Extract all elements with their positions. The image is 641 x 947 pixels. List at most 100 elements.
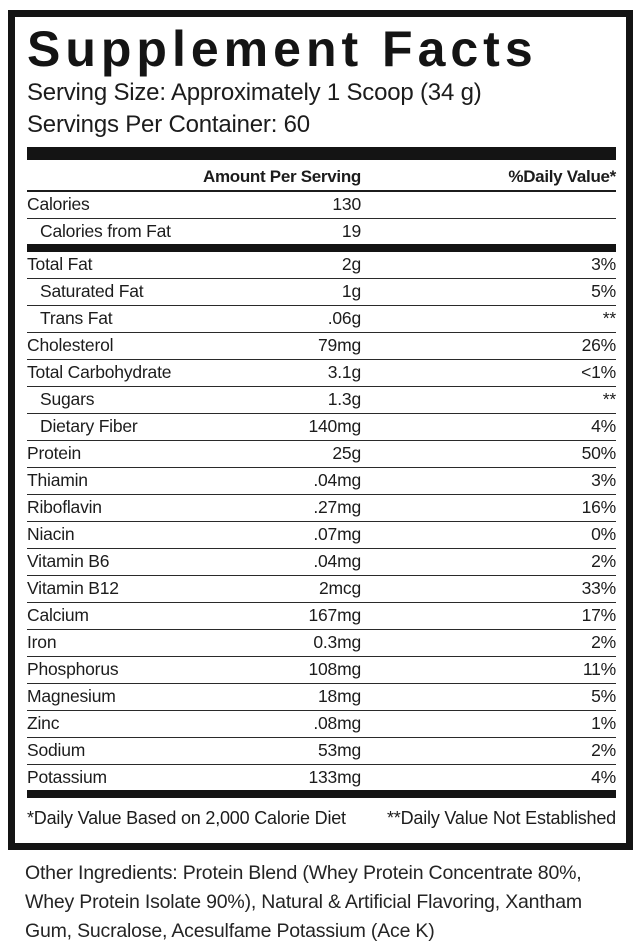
nutrient-name: Calcium bbox=[27, 605, 89, 626]
footnote-row: *Daily Value Based on 2,000 Calorie Diet… bbox=[27, 798, 616, 835]
nutrient-amount: 108mg bbox=[308, 659, 361, 680]
nutrient-daily-value: 4% bbox=[591, 766, 616, 787]
nutrient-amount: .06g bbox=[327, 308, 361, 329]
nutrient-daily-value: 1% bbox=[591, 713, 616, 734]
nutrient-name: Sugars bbox=[40, 389, 95, 410]
nutrient-name: Vitamin B12 bbox=[27, 578, 119, 599]
nutrient-amount: 53mg bbox=[318, 740, 361, 761]
nutrient-row: Niacin .07mg 0% bbox=[27, 522, 616, 549]
nutrient-name: Calories from Fat bbox=[40, 220, 171, 241]
nutrient-amount: 167mg bbox=[308, 605, 361, 626]
nutrient-amount: 133mg bbox=[308, 766, 361, 787]
nutrient-daily-value: 16% bbox=[581, 497, 617, 518]
daily-value-header: %Daily Value* bbox=[508, 166, 616, 186]
nutrient-name: Iron bbox=[27, 632, 57, 653]
footnote-daily-value: *Daily Value Based on 2,000 Calorie Diet bbox=[27, 807, 346, 828]
nutrient-name: Thiamin bbox=[27, 470, 88, 491]
serving-size-text: Serving Size: Approximately 1 Scoop (34 … bbox=[27, 79, 482, 106]
nutrient-name: Calories bbox=[27, 194, 90, 215]
divider-thick-top bbox=[27, 146, 616, 160]
footnote-not-established: **Daily Value Not Established bbox=[387, 807, 616, 828]
nutrient-name: Phosphorus bbox=[27, 659, 119, 680]
servings-per-container-text: Servings Per Container: 60 bbox=[27, 111, 310, 139]
nutrient-daily-value: 26% bbox=[581, 335, 617, 356]
nutrient-amount: 0.3mg bbox=[313, 632, 361, 653]
nutrient-name: Vitamin B6 bbox=[27, 551, 110, 572]
nutrient-amount: 25g bbox=[332, 443, 361, 464]
nutrient-row: Calories 130 bbox=[27, 192, 616, 219]
nutrient-name: Cholesterol bbox=[27, 335, 114, 356]
nutrient-row: Trans Fat .06g ** bbox=[27, 306, 616, 333]
nutrient-row: Vitamin B6 .04mg 2% bbox=[27, 549, 616, 576]
nutrient-amount: 130 bbox=[332, 194, 361, 215]
nutrient-row: Total Fat 2g 3% bbox=[27, 252, 616, 279]
nutrient-rows: Calories 130 Calories from Fat 19 Total … bbox=[27, 192, 616, 798]
nutrient-name: Protein bbox=[27, 443, 82, 464]
nutrient-amount: 1g bbox=[341, 281, 361, 302]
nutrient-row: Protein 25g 50% bbox=[27, 441, 616, 468]
supplement-facts-panel: Supplement Facts Serving Size: Approxima… bbox=[8, 10, 633, 850]
nutrient-daily-value: 33% bbox=[581, 578, 617, 599]
nutrient-daily-value: 50% bbox=[581, 443, 617, 464]
nutrient-daily-value: 3% bbox=[591, 470, 616, 491]
nutrient-daily-value: ** bbox=[602, 308, 616, 329]
nutrient-amount: 140mg bbox=[308, 416, 361, 437]
nutrient-row: Total Carbohydrate 3.1g <1% bbox=[27, 360, 616, 387]
nutrient-row: Vitamin B12 2mcg 33% bbox=[27, 576, 616, 603]
nutrient-name: Zinc bbox=[27, 713, 60, 734]
column-header-row: Amount Per Serving %Daily Value* bbox=[27, 163, 616, 192]
nutrient-amount: 79mg bbox=[318, 335, 361, 356]
nutrient-name: Saturated Fat bbox=[40, 281, 144, 302]
nutrient-row: Dietary Fiber 140mg 4% bbox=[27, 414, 616, 441]
nutrient-daily-value: 11% bbox=[582, 659, 616, 680]
amount-per-serving-header: Amount Per Serving bbox=[202, 166, 361, 186]
nutrient-amount: .08mg bbox=[313, 713, 361, 734]
nutrient-row: Magnesium 18mg 5% bbox=[27, 684, 616, 711]
nutrient-amount: .04mg bbox=[313, 470, 361, 491]
nutrient-daily-value: 3% bbox=[591, 254, 616, 275]
nutrient-amount: .04mg bbox=[313, 551, 361, 572]
nutrient-row: Cholesterol 79mg 26% bbox=[27, 333, 616, 360]
nutrient-amount: 3.1g bbox=[327, 362, 361, 383]
nutrient-amount: 2mcg bbox=[319, 578, 361, 599]
nutrient-row: Zinc .08mg 1% bbox=[27, 711, 616, 738]
nutrient-name: Sodium bbox=[27, 740, 86, 761]
nutrient-amount: 19 bbox=[341, 220, 361, 241]
nutrient-name: Dietary Fiber bbox=[40, 416, 138, 437]
nutrient-name: Niacin bbox=[27, 524, 75, 545]
nutrient-name: Magnesium bbox=[27, 686, 116, 707]
nutrient-daily-value: 2% bbox=[591, 551, 616, 572]
nutrient-row: Thiamin .04mg 3% bbox=[27, 468, 616, 495]
nutrient-name: Total Carbohydrate bbox=[27, 362, 172, 383]
nutrient-amount: 1.3g bbox=[327, 389, 361, 410]
nutrient-row: Potassium 133mg 4% bbox=[27, 765, 616, 798]
nutrient-row: Calories from Fat 19 bbox=[27, 219, 616, 252]
nutrient-row: Saturated Fat 1g 5% bbox=[27, 279, 616, 306]
nutrient-row: Sodium 53mg 2% bbox=[27, 738, 616, 765]
nutrient-amount: .27mg bbox=[313, 497, 361, 518]
other-ingredients-text: Other Ingredients: Protein Blend (Whey P… bbox=[25, 861, 582, 943]
nutrient-daily-value: <1% bbox=[581, 362, 616, 383]
nutrient-row: Sugars 1.3g ** bbox=[27, 387, 616, 414]
nutrient-row: Riboflavin .27mg 16% bbox=[27, 495, 616, 522]
nutrient-name: Trans Fat bbox=[40, 308, 113, 329]
nutrient-amount: .07mg bbox=[313, 524, 361, 545]
nutrient-daily-value: 5% bbox=[591, 686, 616, 707]
nutrient-row: Iron 0.3mg 2% bbox=[27, 630, 616, 657]
supplement-label-page: Supplement Facts Serving Size: Approxima… bbox=[0, 10, 641, 942]
nutrient-daily-value: ** bbox=[602, 389, 616, 410]
nutrient-daily-value: 4% bbox=[591, 416, 616, 437]
panel-title: Supplement Facts bbox=[27, 21, 538, 77]
nutrient-amount: 18mg bbox=[318, 686, 361, 707]
nutrient-daily-value: 0% bbox=[591, 524, 616, 545]
nutrient-daily-value: 17% bbox=[581, 605, 617, 626]
nutrient-name: Total Fat bbox=[27, 254, 93, 275]
nutrient-name: Potassium bbox=[27, 766, 107, 787]
nutrient-name: Riboflavin bbox=[27, 497, 102, 518]
nutrient-daily-value: 2% bbox=[591, 740, 616, 761]
nutrient-amount: 2g bbox=[341, 254, 361, 275]
nutrient-row: Phosphorus 108mg 11% bbox=[27, 657, 616, 684]
nutrient-daily-value: 2% bbox=[591, 632, 616, 653]
nutrient-row: Calcium 167mg 17% bbox=[27, 603, 616, 630]
nutrient-daily-value: 5% bbox=[591, 281, 616, 302]
